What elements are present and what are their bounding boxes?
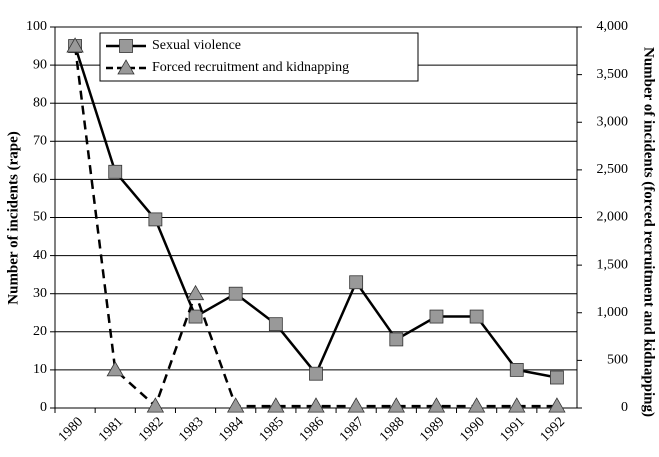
y-tick-label: 90 (33, 57, 47, 72)
x-tick-label: 1990 (457, 414, 487, 444)
y-tick-label: 80 (33, 95, 47, 110)
y2-tick-label: 1,500 (597, 257, 629, 272)
data-point (148, 212, 163, 227)
data-point (108, 164, 123, 179)
data-point (427, 397, 446, 413)
x-tick-label: 1987 (337, 414, 367, 444)
legend-box (99, 32, 419, 82)
data-point (389, 332, 404, 347)
x-tick-label: 1985 (257, 414, 287, 444)
y2-axis-title: Number of incidents (forced recruitment … (641, 47, 657, 417)
x-tick-label: 1982 (136, 414, 166, 444)
y-tick-label: 30 (33, 286, 47, 301)
y-tick-label: 10 (33, 362, 47, 377)
data-point (548, 397, 566, 413)
x-tick-label: 1986 (297, 414, 327, 444)
data-point (146, 397, 165, 413)
data-point (267, 397, 285, 413)
legend-label: Forced recruitment and kidnapping (152, 60, 349, 75)
data-point (508, 397, 526, 413)
x-tick-label: 1992 (538, 414, 568, 444)
x-tick-label: 1989 (417, 414, 447, 444)
y-tick-label: 0 (40, 400, 47, 415)
data-point (106, 361, 124, 377)
x-tick-label: 1981 (96, 414, 126, 444)
y2-tick-label: 1,000 (597, 305, 629, 320)
series-line (73, 45, 558, 379)
y2-tick-label: 500 (607, 353, 628, 368)
data-point (186, 284, 205, 301)
y-tick-label: 20 (33, 324, 47, 339)
y2-tick-label: 3,500 (597, 67, 629, 82)
data-point (469, 309, 484, 324)
y2-tick-label: 3,000 (597, 114, 629, 129)
y2-tick-label: 4,000 (597, 19, 629, 34)
legend-marker (117, 59, 135, 75)
data-point (347, 397, 365, 413)
data-point (268, 317, 283, 332)
x-tick-label: 1980 (56, 414, 86, 444)
data-point (66, 37, 84, 53)
series-line (73, 45, 557, 409)
y-tick-label: 70 (33, 134, 47, 149)
data-point (550, 370, 564, 385)
data-point (307, 397, 325, 413)
x-tick-label: 1983 (176, 414, 206, 444)
y-tick-label: 60 (33, 172, 47, 187)
data-point (227, 397, 245, 413)
legend-label: Sexual violence (152, 38, 241, 53)
legend-marker (119, 39, 133, 53)
x-tick-label: 1988 (377, 414, 407, 444)
y2-tick-label: 0 (621, 400, 628, 415)
data-point (429, 309, 444, 324)
data-point (349, 275, 364, 290)
data-point (509, 362, 524, 377)
y2-tick-label: 2,000 (597, 210, 629, 225)
x-tick-label: 1991 (497, 414, 527, 444)
data-point (228, 286, 243, 301)
data-point (467, 397, 486, 413)
y2-tick-label: 2,500 (597, 162, 629, 177)
data-point (309, 366, 323, 381)
y-tick-label: 40 (33, 248, 47, 263)
y-tick-label: 50 (33, 210, 47, 225)
y-tick-label: 100 (26, 19, 47, 34)
data-point (188, 309, 203, 324)
y-axis-title: Number of incidents (rape) (5, 131, 21, 304)
data-point (387, 397, 405, 413)
x-tick-label: 1984 (216, 414, 246, 444)
